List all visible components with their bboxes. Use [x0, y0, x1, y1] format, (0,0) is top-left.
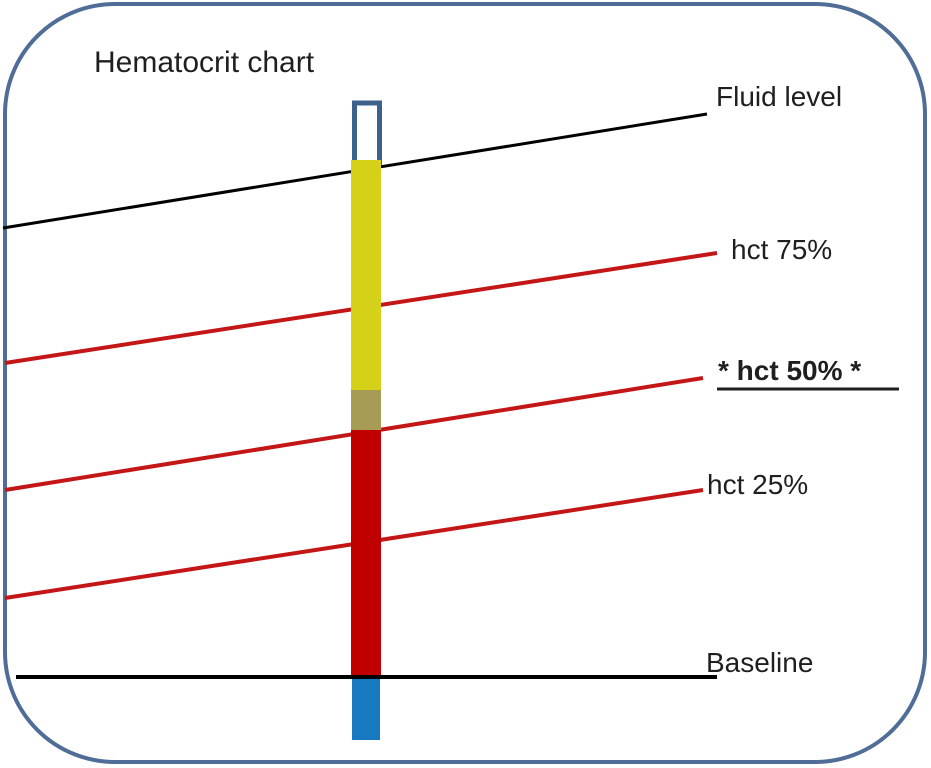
tube-rbc-segment: [351, 430, 381, 678]
tube-top-outline: [352, 100, 382, 166]
hct-25-label: hct 25%: [707, 469, 808, 500]
hct-75-label: hct 75%: [731, 234, 832, 265]
diagram-frame: [3, 2, 927, 764]
tube-base-segment: [352, 678, 380, 740]
baseline-label: Baseline: [706, 647, 813, 678]
chart-title: Hematocrit chart: [94, 46, 315, 79]
tube-buffy-coat-segment: [351, 390, 381, 430]
fluid-level-label: Fluid level: [716, 81, 842, 112]
tube-plasma-segment: [351, 160, 381, 390]
hct-50-label: * hct 50% *: [718, 355, 861, 386]
